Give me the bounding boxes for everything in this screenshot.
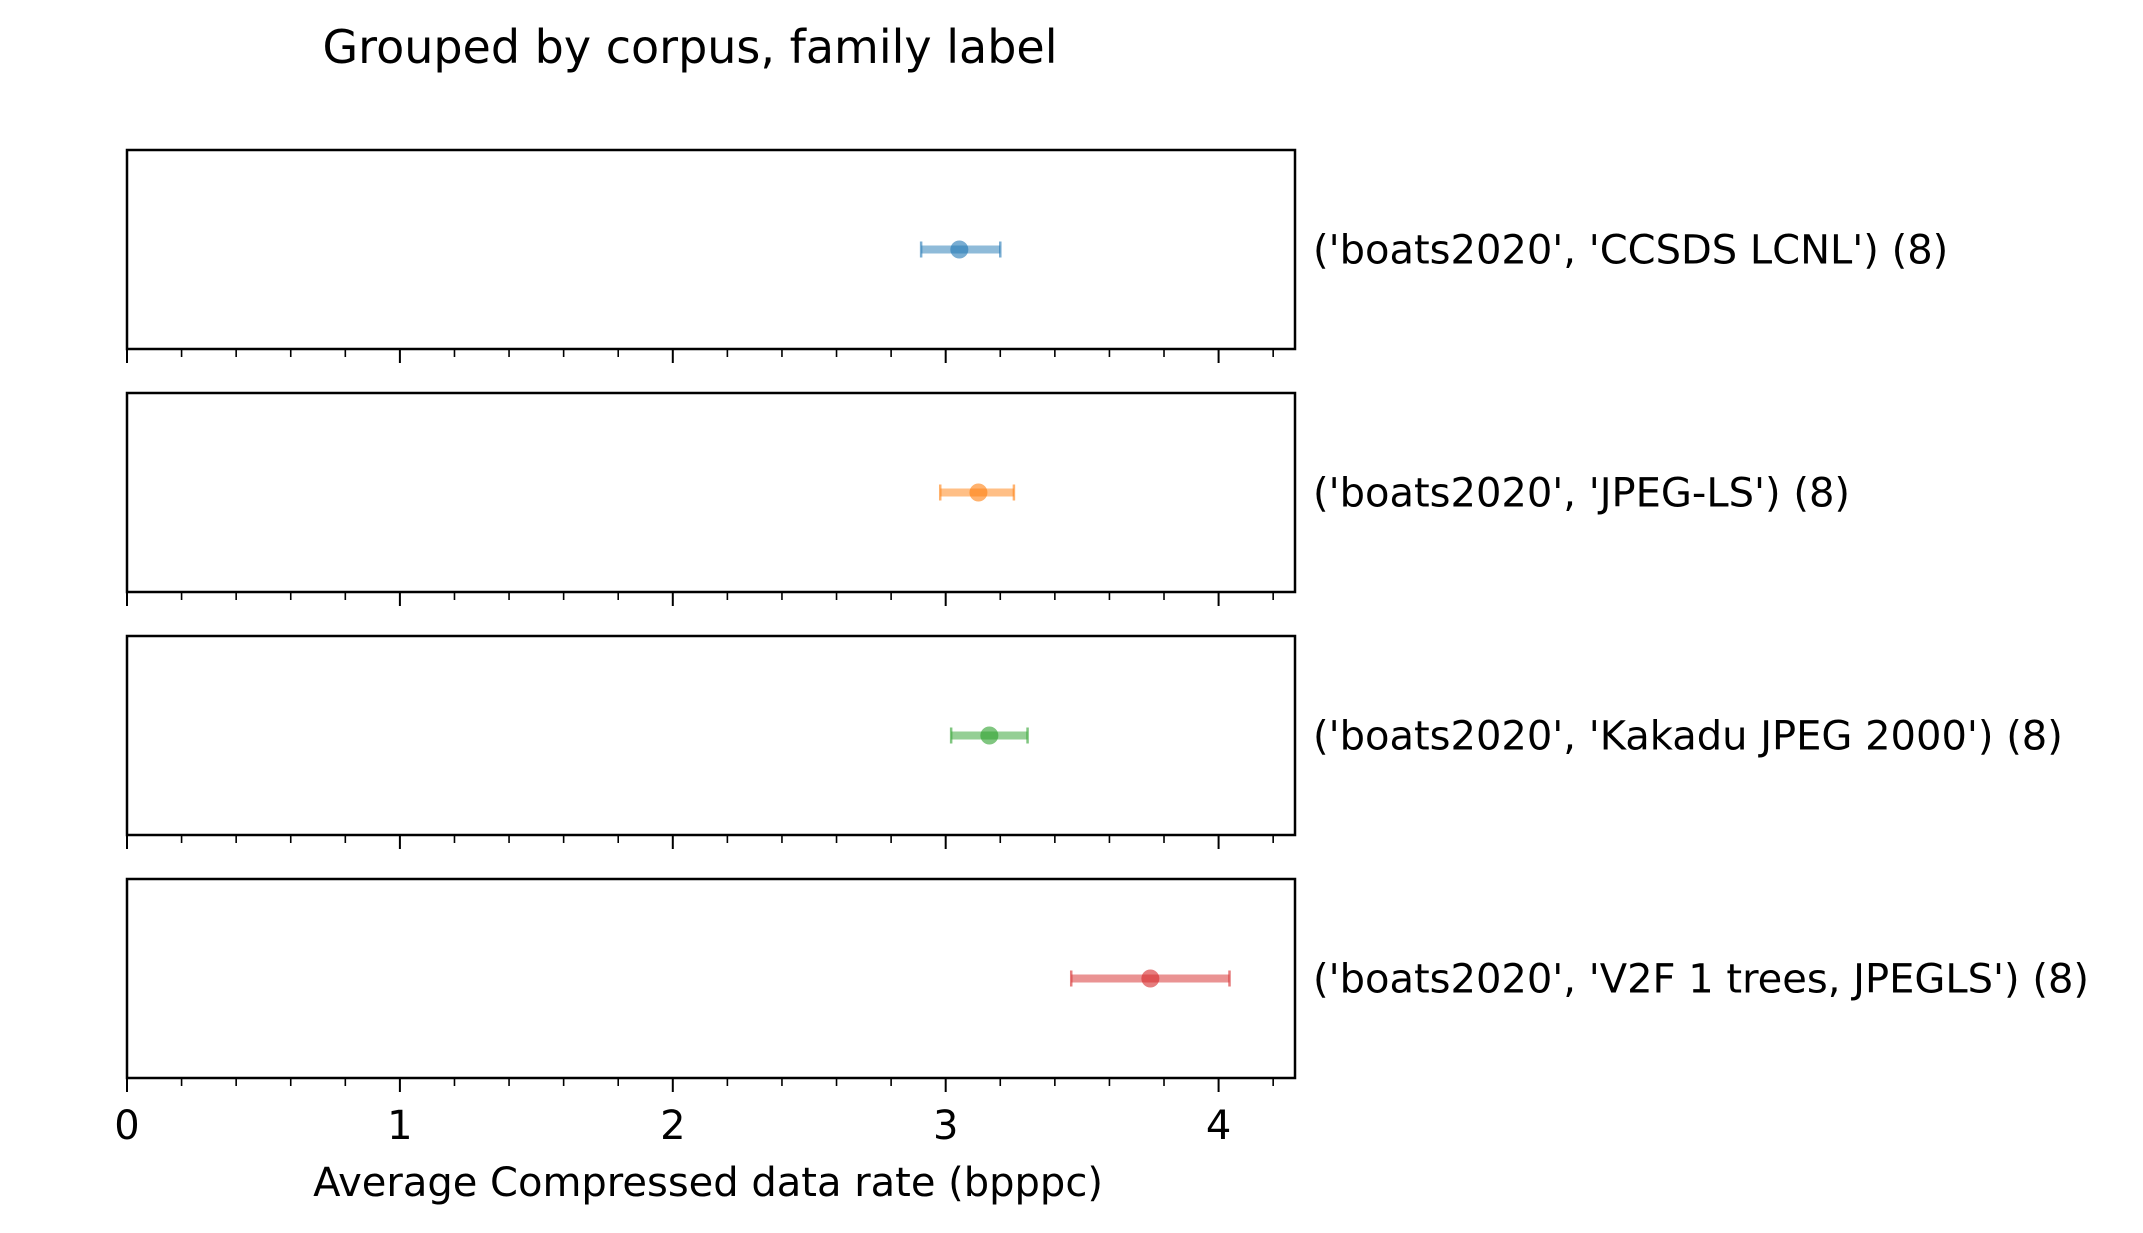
panel-frame bbox=[125, 634, 1297, 837]
chart-panels: ('boats2020', 'CCSDS LCNL') (8) ('boats20… bbox=[114, 148, 2089, 1149]
chart-title: Grouped by corpus, family label bbox=[323, 20, 1058, 74]
series-label: ('boats2020', 'Kakadu JPEG 2000') (8) bbox=[1313, 714, 2063, 760]
x-tick-label: 2 bbox=[660, 1103, 685, 1149]
series-label: ('boats2020', 'JPEG-LS') (8) bbox=[1313, 471, 1850, 517]
x-tick-label: 1 bbox=[387, 1103, 412, 1149]
x-tick-label: 3 bbox=[933, 1103, 958, 1149]
panel-frame bbox=[125, 148, 1297, 351]
data-point bbox=[950, 240, 969, 259]
panel-frame bbox=[125, 391, 1297, 594]
series-label: ('boats2020', 'V2F 1 trees, JPEGLS') (8) bbox=[1313, 957, 2089, 1003]
data-point bbox=[1141, 969, 1160, 988]
data-point bbox=[969, 483, 988, 502]
data-point bbox=[980, 726, 999, 745]
series-label: ('boats2020', 'CCSDS LCNL') (8) bbox=[1313, 228, 1948, 274]
x-tick-label: 4 bbox=[1206, 1103, 1231, 1149]
x-axis-label: Average Compressed data rate (bpppc) bbox=[313, 1160, 1103, 1206]
panel-frame bbox=[125, 877, 1297, 1080]
x-tick-label: 0 bbox=[114, 1103, 139, 1149]
